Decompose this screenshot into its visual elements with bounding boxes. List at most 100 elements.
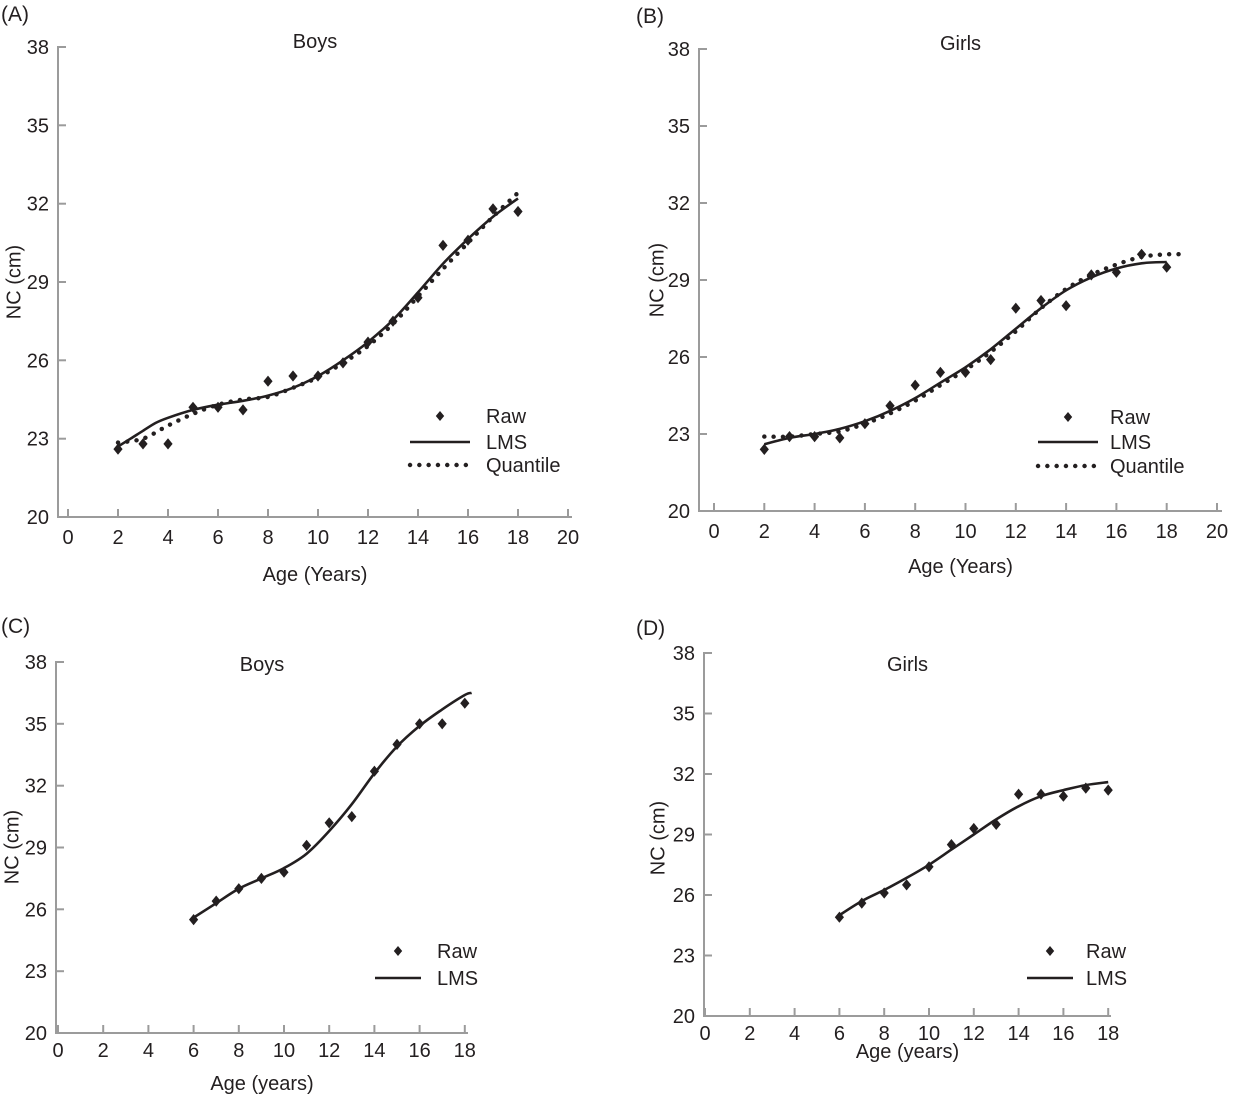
raw-data-point (1011, 302, 1021, 314)
legend-label: LMS (437, 968, 478, 990)
x-tick-label: 14 (363, 1040, 385, 1062)
panel-title-B: Girls (939, 33, 982, 55)
x-tick-label: 6 (859, 521, 870, 543)
y-tick-label: 26 (668, 347, 690, 369)
curve-lms (192, 691, 473, 919)
raw-data-point (885, 400, 895, 412)
x-tick-label: 6 (834, 1023, 845, 1045)
raw-data-point (347, 811, 357, 823)
y-tick-label: 32 (673, 764, 695, 786)
legend-diamond-marker (393, 946, 403, 956)
raw-data-point (263, 375, 273, 387)
x-tick-label: 2 (98, 1040, 109, 1062)
x-axis-label-A: Age (Years) (262, 564, 368, 586)
y-tick-label: 23 (25, 961, 47, 983)
panel-letter-D: (D) (636, 617, 666, 640)
x-tick-label: 8 (262, 527, 273, 549)
raw-data-point (935, 366, 945, 378)
plot-svg-B: 0 2 4 6 8 10 12 14 16 18 20 20 23 26 29 32 35 38 Raw LMSQua… (668, 39, 1228, 543)
panel-title-A: Boys (292, 31, 338, 53)
legend-label: Quantile (1110, 456, 1185, 478)
y-tick-label: 38 (673, 643, 695, 665)
axes-frame (703, 652, 1111, 1017)
x-tick-label: 0 (708, 521, 719, 543)
x-tick-label: 16 (1052, 1023, 1074, 1045)
raw-data-point (388, 315, 398, 327)
y-tick-label: 23 (673, 946, 695, 968)
y-tick-label: 35 (27, 115, 49, 137)
curve-lms (763, 260, 1167, 446)
y-tick-label: 26 (27, 350, 49, 372)
raw-data-point (1111, 266, 1121, 278)
curve-lms (117, 197, 519, 448)
raw-data-point (1061, 300, 1071, 312)
raw-data-point (211, 895, 221, 907)
x-tick-label: 12 (1005, 521, 1027, 543)
raw-data-point (1136, 248, 1147, 260)
x-tick-label: 4 (789, 1023, 800, 1045)
plot-svg-C: 0 2 4 6 8 10 12 14 16 18 20 23 26 29 32 35 38 Raw LMS (25, 652, 478, 1062)
x-tick-label: 18 (1156, 521, 1178, 543)
x-axis-label-B: Age (Years) (908, 556, 1013, 578)
x-tick-label: 20 (557, 527, 579, 549)
raw-data-point (238, 404, 248, 416)
x-tick-label: 0 (52, 1040, 63, 1062)
panel-letter-B: (B) (636, 5, 664, 28)
y-tick-label: 29 (673, 825, 695, 847)
y-tick-label: 29 (25, 838, 47, 860)
x-tick-label: 16 (408, 1040, 430, 1062)
y-tick-label: 23 (27, 429, 49, 451)
legend-label: LMS (1110, 432, 1151, 454)
raw-data-point (513, 205, 523, 218)
x-tick-label: 14 (1007, 1023, 1029, 1045)
raw-data-point (1103, 784, 1113, 796)
legend-label: Raw (1110, 407, 1151, 429)
raw-data-point (438, 239, 448, 251)
y-tick-label: 20 (668, 501, 690, 523)
y-tick-label: 32 (668, 193, 690, 215)
raw-data-point (338, 357, 348, 369)
raw-data-point (759, 443, 769, 455)
y-tick-label: 20 (27, 507, 49, 529)
raw-data-point (1014, 788, 1024, 800)
raw-data-point (234, 883, 244, 895)
x-tick-label: 14 (407, 527, 429, 549)
x-tick-label: 18 (1097, 1023, 1119, 1045)
curve-quantile (115, 185, 526, 445)
y-tick-label: 35 (673, 704, 695, 726)
x-tick-label: 6 (188, 1040, 199, 1062)
raw-data-point (415, 718, 425, 730)
x-tick-label: 8 (879, 1023, 890, 1045)
legend-label: Raw (1086, 941, 1127, 963)
x-tick-label: 12 (963, 1023, 985, 1045)
raw-data-point (810, 431, 820, 443)
x-tick-label: 12 (357, 527, 379, 549)
x-tick-label: 10 (918, 1023, 940, 1045)
y-tick-label: 29 (27, 272, 49, 294)
raw-data-point (113, 443, 123, 455)
x-tick-label: 6 (212, 527, 223, 549)
raw-data-point (986, 354, 996, 366)
raw-data-point (1058, 790, 1068, 802)
x-tick-label: 0 (62, 527, 73, 549)
x-tick-label: 4 (162, 527, 173, 549)
raw-data-point (369, 765, 379, 777)
x-tick-label: 18 (507, 527, 529, 549)
x-axis-label-C: Age (years) (210, 1073, 314, 1095)
legend-label: Quantile (486, 455, 561, 477)
y-tick-label: 29 (668, 270, 690, 292)
raw-data-point (946, 839, 956, 851)
panel-C: (C) Boys NC (cm) Age (years) 0 2 4 6 8 10 12 14… (0, 610, 617, 1097)
y-tick-label: 38 (25, 652, 47, 674)
x-tick-label: 20 (1206, 521, 1228, 543)
raw-data-point (138, 438, 148, 450)
raw-data-point (960, 366, 971, 378)
panel-letter-C: (C) (1, 615, 31, 638)
panel-B: (B) Girls NC (cm) Age (Years) 0 2 4 6 8 10 12 1… (617, 0, 1234, 610)
raw-data-point (1162, 261, 1172, 273)
raw-data-point (902, 879, 912, 891)
y-tick-label: 38 (27, 37, 49, 59)
x-tick-label: 18 (454, 1040, 476, 1062)
raw-data-point (189, 914, 199, 926)
